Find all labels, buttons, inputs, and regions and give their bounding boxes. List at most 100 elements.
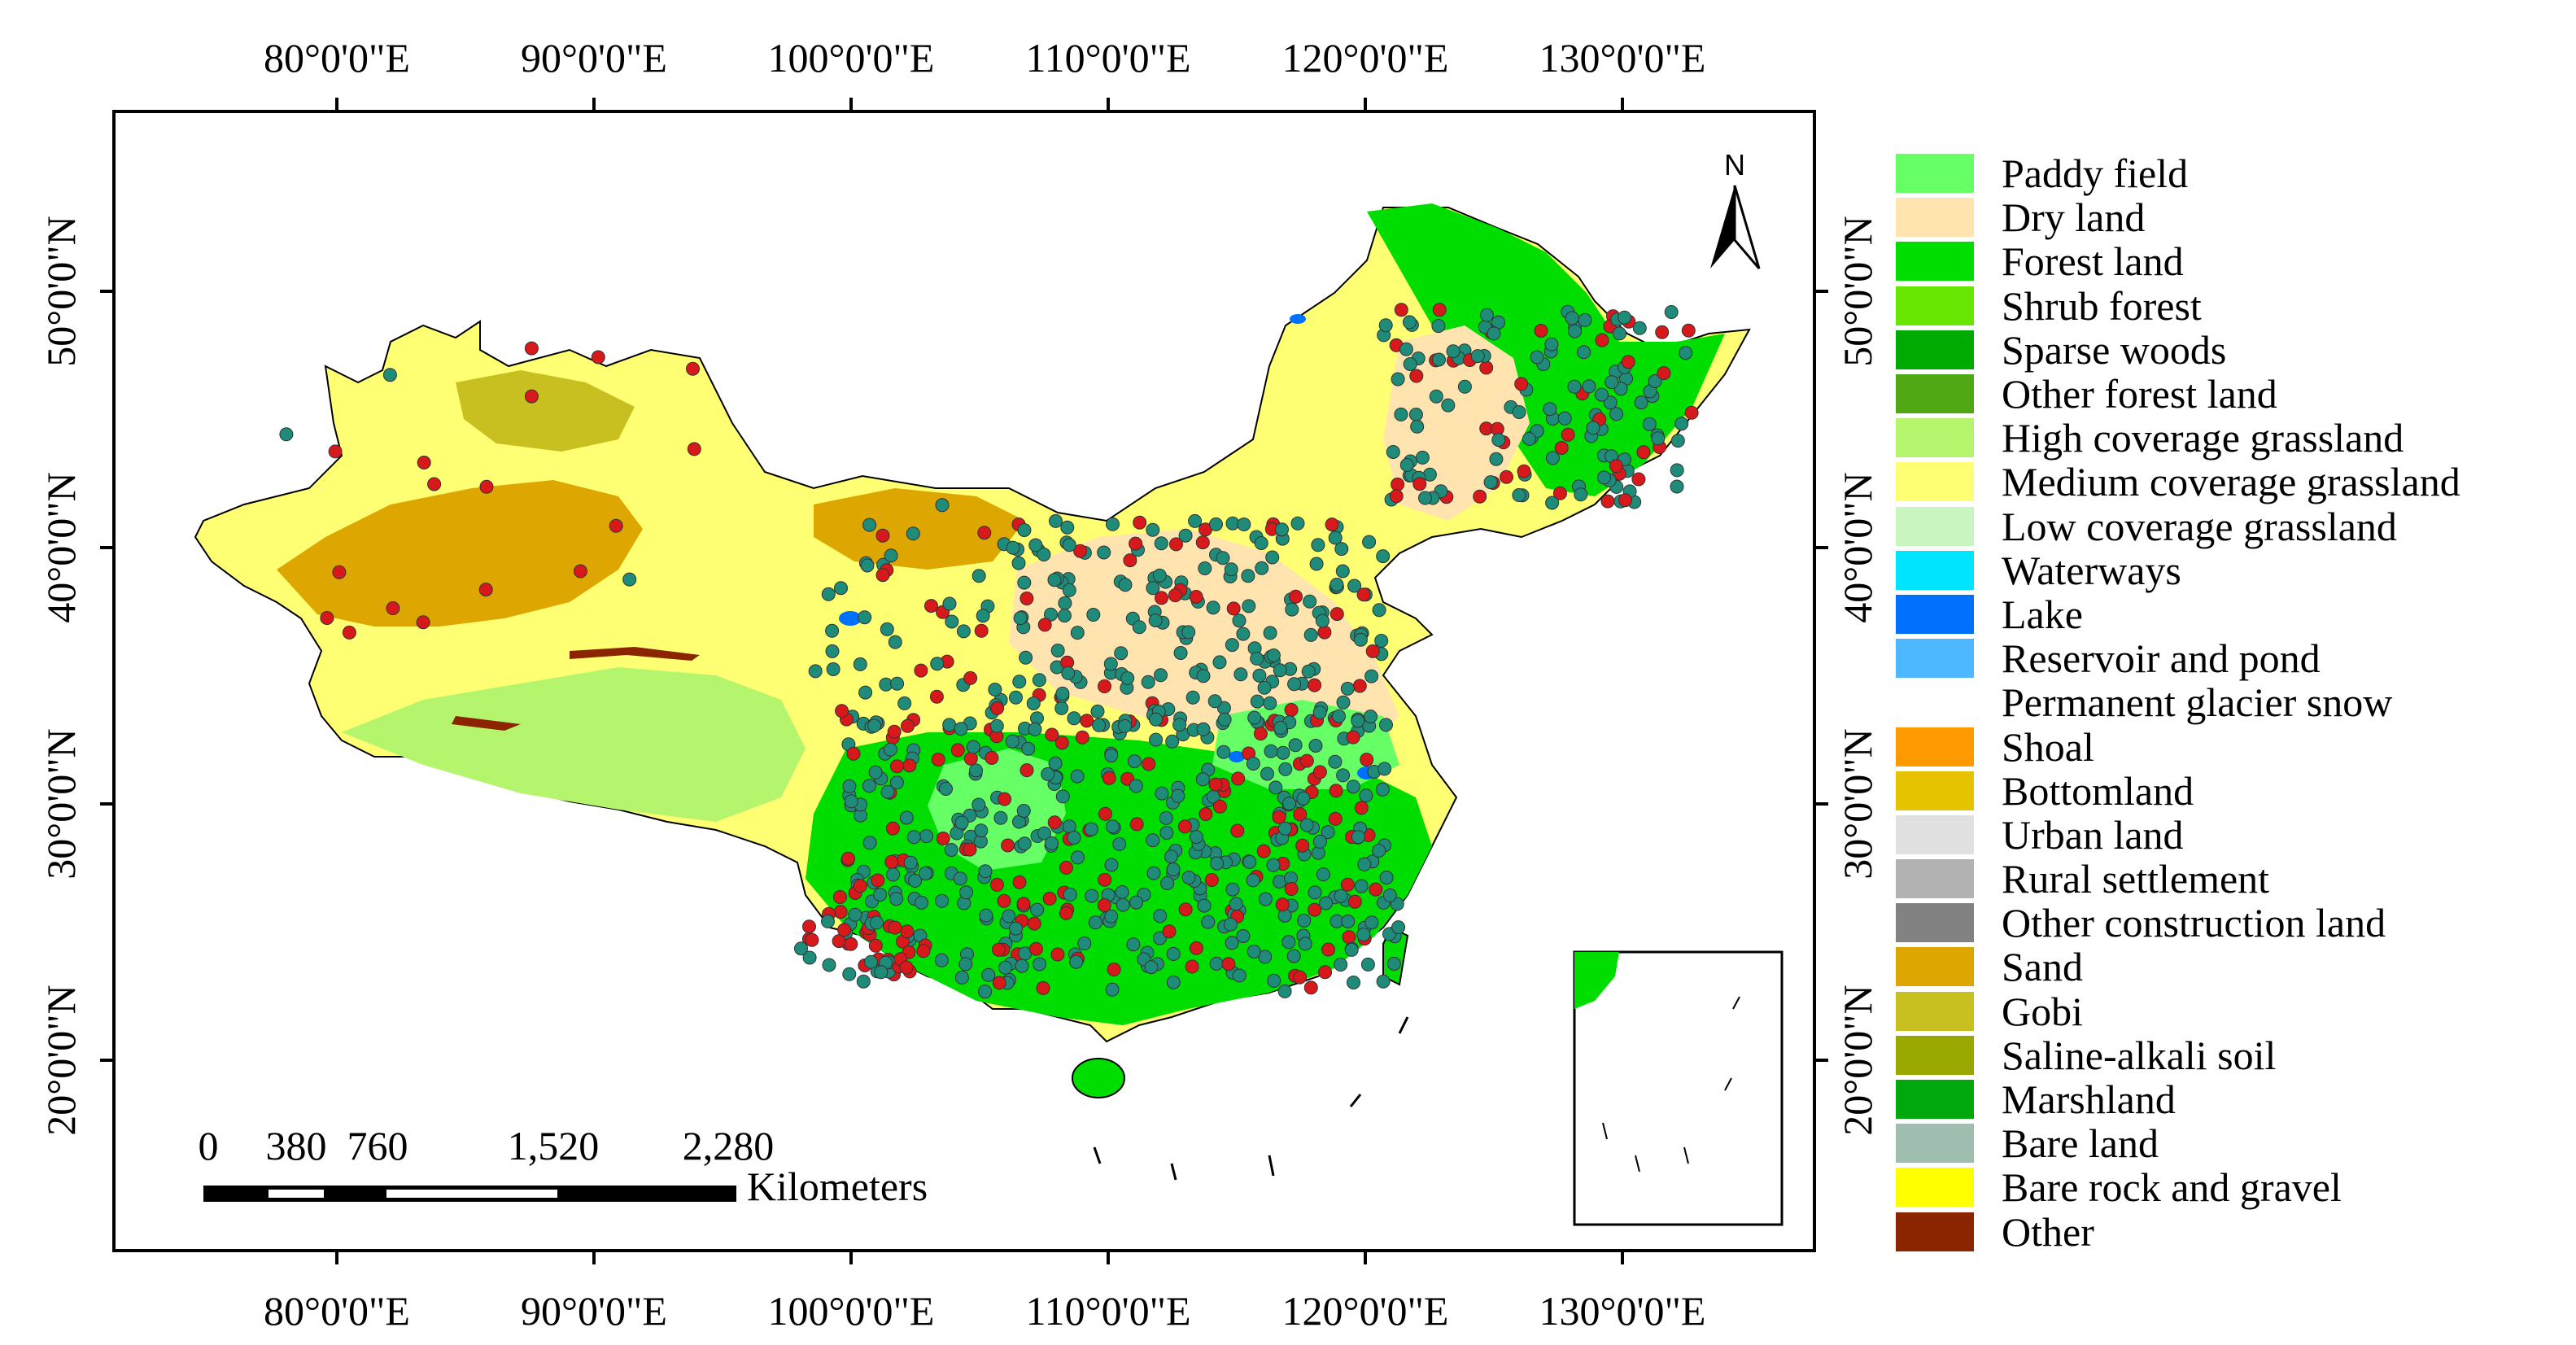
sample-point	[1268, 780, 1283, 795]
sample-point	[808, 664, 823, 679]
sample-point	[822, 958, 836, 972]
sample-point	[1069, 954, 1084, 969]
sample-point	[837, 923, 852, 937]
sample-point	[1210, 856, 1224, 871]
sample-point	[841, 851, 855, 866]
sample-point	[1605, 375, 1619, 390]
sample-point	[320, 611, 334, 625]
latitude-labels-left: 50°0'0"N 40°0'0"N 30°0'0"N 20°0'0"N	[38, 216, 84, 1136]
sample-point	[802, 919, 816, 934]
sample-point	[1049, 513, 1063, 528]
sample-point	[386, 601, 400, 615]
sample-point	[844, 937, 858, 951]
sample-point	[1005, 734, 1019, 749]
sample-point	[1483, 475, 1498, 490]
sample-point	[1044, 607, 1058, 622]
sample-point	[821, 914, 835, 928]
sample-point	[887, 724, 902, 739]
sample-point	[382, 368, 397, 382]
lat-label-40n-left: 40°0'0"N	[38, 472, 84, 623]
sample-point	[1374, 634, 1389, 648]
lat-label-20n-right: 20°0'0"N	[1835, 985, 1880, 1136]
sample-point	[1037, 548, 1051, 561]
sample-point	[1491, 433, 1506, 448]
legend-item: Waterways	[1896, 548, 2563, 592]
sample-point	[1299, 818, 1314, 832]
sample-point	[1146, 833, 1160, 848]
lon-label-120e-bottom: 120°0'0"E	[1282, 1288, 1449, 1334]
sample-point	[1446, 344, 1460, 359]
sample-point	[1216, 745, 1231, 759]
sample-point	[1012, 875, 1027, 889]
sample-point	[821, 587, 836, 601]
sample-point	[990, 701, 1005, 715]
sample-point	[1621, 355, 1635, 369]
sample-point	[1104, 749, 1119, 763]
sample-point	[1133, 515, 1147, 530]
lake	[839, 611, 862, 626]
sample-point	[1247, 710, 1262, 725]
sample-point	[825, 623, 840, 638]
sample-point	[1114, 646, 1129, 661]
sample-point	[890, 759, 904, 774]
sample-point	[1352, 679, 1367, 693]
sample-point	[1431, 319, 1446, 334]
sample-point	[1618, 310, 1632, 325]
legend-swatch	[1896, 639, 1974, 679]
sample-point	[524, 389, 539, 404]
sample-point	[1378, 762, 1392, 776]
sample-point	[1568, 324, 1582, 338]
sample-point	[1299, 753, 1314, 768]
sample-point	[1346, 779, 1360, 794]
sample-point	[1206, 600, 1220, 615]
sample-point	[856, 974, 871, 989]
scale-tick-0: 0	[199, 1123, 219, 1168]
sample-point	[1347, 579, 1362, 593]
lat-label-30n-left: 30°0'0"N	[38, 728, 84, 880]
sample-point	[860, 558, 875, 573]
sample-point	[1013, 611, 1028, 626]
sample-point	[963, 670, 978, 685]
sample-point	[1103, 657, 1118, 671]
lon-label-100e-top: 100°0'0"E	[768, 35, 935, 81]
sample-point	[1332, 709, 1346, 723]
sample-point	[1153, 931, 1167, 945]
sample-point	[875, 568, 890, 583]
longitude-axis	[335, 98, 1624, 1264]
sample-point	[478, 583, 493, 597]
sichuan-basin	[928, 749, 1066, 871]
sample-point	[1364, 915, 1379, 930]
sample-point	[1613, 326, 1626, 341]
sample-point	[1028, 941, 1043, 956]
sample-point	[1325, 517, 1339, 532]
sample-point	[1171, 788, 1185, 803]
scale-bar: 0 380 760 1,520 2,280 Kilometers	[199, 1123, 928, 1209]
sample-point	[1189, 941, 1203, 955]
sample-point	[919, 829, 934, 844]
sample-point	[1042, 891, 1057, 906]
sample-point	[889, 775, 904, 790]
sample-point	[993, 810, 1008, 825]
sample-point	[1334, 958, 1348, 972]
sample-point	[914, 663, 928, 678]
sample-point	[954, 815, 969, 830]
sample-point	[622, 572, 637, 587]
sample-point	[842, 779, 857, 793]
north-arrow: N	[1710, 148, 1761, 269]
sample-point	[1177, 819, 1192, 834]
legend-item: Paddy field	[1896, 151, 2563, 195]
sample-point	[1154, 536, 1168, 551]
sample-point	[1303, 627, 1318, 642]
sample-point	[1050, 947, 1065, 962]
sample-point	[976, 609, 990, 623]
sample-point	[1561, 427, 1575, 442]
sample-point	[1178, 902, 1193, 917]
sample-point	[1394, 303, 1408, 317]
sample-point	[1097, 897, 1111, 912]
sample-point	[918, 867, 932, 880]
sample-point	[953, 871, 967, 886]
sample-point	[1609, 407, 1623, 421]
sample-point	[954, 722, 968, 736]
legend-item: Dry land	[1896, 195, 2563, 239]
sample-point	[858, 685, 873, 700]
